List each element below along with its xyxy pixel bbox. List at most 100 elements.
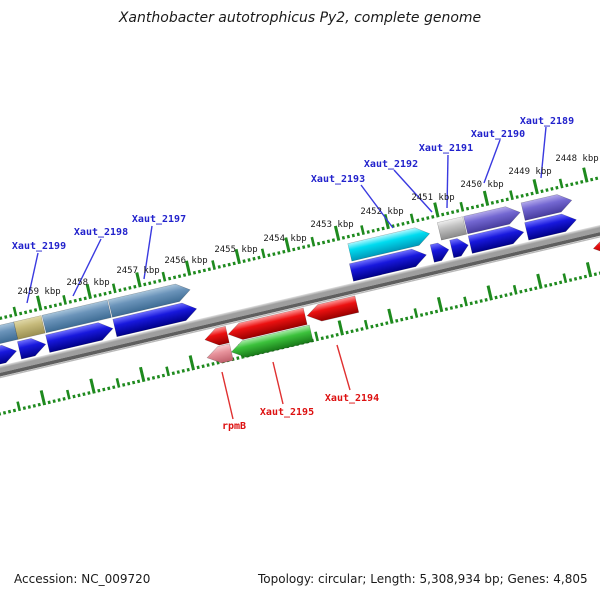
ruler-tick [111,283,117,294]
gene-arrow-rpmB[interactable] [205,343,234,366]
gene-label-Xaut_2191[interactable]: Xaut_2191 [419,143,473,154]
gene-label-rpmB[interactable]: rpmB [222,421,246,432]
ruler-tick [202,268,207,273]
ruler-tick [529,287,533,292]
gene-label-Xaut_2199[interactable]: Xaut_2199 [12,241,66,252]
ruler-tick [595,176,599,181]
gene-label-Xaut_2195[interactable]: Xaut_2195 [260,407,314,418]
gene-arrow-gene-b3[interactable] [45,320,115,353]
gene-arrow-Xaut_2190[interactable] [463,204,523,235]
gene-arrow-Xaut_2189[interactable] [520,192,574,221]
leader-line-Xaut_2194 [336,344,351,391]
ruler-tick [409,213,415,224]
ruler-label-2451: 2451 kbp [411,193,454,203]
ruler-tick [316,241,321,246]
ruler-tick [107,386,111,391]
gene-label-Xaut_2194[interactable]: Xaut_2194 [325,393,379,404]
ruler-tick [27,405,31,409]
ruler-tick [19,311,23,316]
ruler-tick [424,311,429,316]
gene-arrow-Xaut_2192[interactable] [429,241,451,263]
ruler-tick [2,410,7,415]
ruler-tick [282,249,286,254]
ruler-tick [73,298,77,303]
ruler-tick [87,391,91,395]
ruler-tick [156,374,161,379]
gene-label-Xaut_2190[interactable]: Xaut_2190 [471,129,525,140]
ruler-tick [385,321,389,326]
gene-arrow-Xaut_2195[interactable] [229,324,314,360]
gene-arrow-gene-b6[interactable] [449,236,471,259]
ruler-tick [484,298,488,302]
ruler-tick [434,309,439,314]
ruler-tick [375,323,379,328]
ruler-tick [252,256,256,261]
ruler-tick [416,218,420,223]
ruler-tick [22,406,27,411]
ruler-label-2448: 2448 kbp [555,154,598,164]
gene-arrow-Xaut_2197[interactable] [107,281,192,318]
ruler-label-2458: 2458 kbp [66,278,109,288]
gene-label-Xaut_2189[interactable]: Xaut_2189 [520,116,574,127]
ruler-tick [562,273,568,284]
ruler-tick [206,363,210,367]
ruler-label-2457: 2457 kbp [116,266,159,276]
ruler-tick [593,272,598,277]
gene-arrow-gene-c1[interactable] [203,325,230,348]
gene-arrow-gene-c2[interactable] [226,307,308,343]
gene-arrow-Xaut_2191[interactable] [437,216,468,241]
gene-label-Xaut_2193[interactable]: Xaut_2193 [311,174,365,185]
ruler-tick [320,336,324,341]
gene-arrow-Xaut_2193[interactable] [347,225,432,262]
ruler-tick [558,280,563,285]
ruler-tick [222,263,226,268]
ruler-tick [540,189,544,194]
ruler-tick [446,211,450,216]
gene-arrow-gene-b1[interactable] [0,342,19,371]
ruler-tick [307,244,311,248]
ruler-tick [127,381,131,386]
ruler-tick [370,324,374,329]
ruler-tick [573,277,578,281]
ruler-tick [525,192,529,197]
leader-line-Xaut_2199 [26,252,39,304]
ruler-tick [441,212,445,217]
ruler-tick [387,308,394,324]
ruler-tick [78,297,82,302]
ruler-tick [292,247,296,252]
ruler-tick [474,300,478,305]
ruler-tick [36,295,43,311]
ruler-tick [122,383,126,387]
gene-arrow-gene-b4[interactable] [112,300,199,338]
ruler-tick [0,316,3,321]
ruler-tick [366,230,370,234]
gene-label-Xaut_2197[interactable]: Xaut_2197 [132,214,186,225]
ruler-tick [72,394,76,399]
ruler-tick [346,234,351,239]
gene-label-Xaut_2192[interactable]: Xaut_2192 [364,159,418,170]
ruler-tick [158,279,162,283]
gene-arrow-gene-b7[interactable] [467,223,526,254]
gene-arrow-gene-b2[interactable] [17,335,47,360]
ruler-tick [504,293,508,298]
ruler-tick [39,390,47,406]
ruler-tick [146,377,151,381]
ruler-tick [554,281,558,286]
gene-label-Xaut_2198[interactable]: Xaut_2198 [74,227,128,238]
ruler-tick [115,378,121,388]
ruler-tick [326,239,331,244]
leader-line-Xaut_2193 [360,184,394,229]
ruler-tick [509,190,514,201]
ruler-tick [211,362,215,366]
ruler-tick [350,329,354,334]
gene-arrow-Xaut_2194[interactable] [305,295,360,324]
ruler-tick [310,236,316,247]
page-title: Xanthobacter autotrophicus Py2, complete… [118,10,482,26]
ruler-tick [433,202,440,218]
ruler-tick [234,248,241,265]
gene-arrow-gene-b5[interactable] [349,246,428,282]
gene-arrow-Xaut_2199[interactable] [13,315,46,340]
gene-arrow-gene-b8[interactable] [524,211,579,241]
ruler-tick [335,332,339,337]
gene-arrow-Xaut_2198[interactable] [41,299,112,334]
